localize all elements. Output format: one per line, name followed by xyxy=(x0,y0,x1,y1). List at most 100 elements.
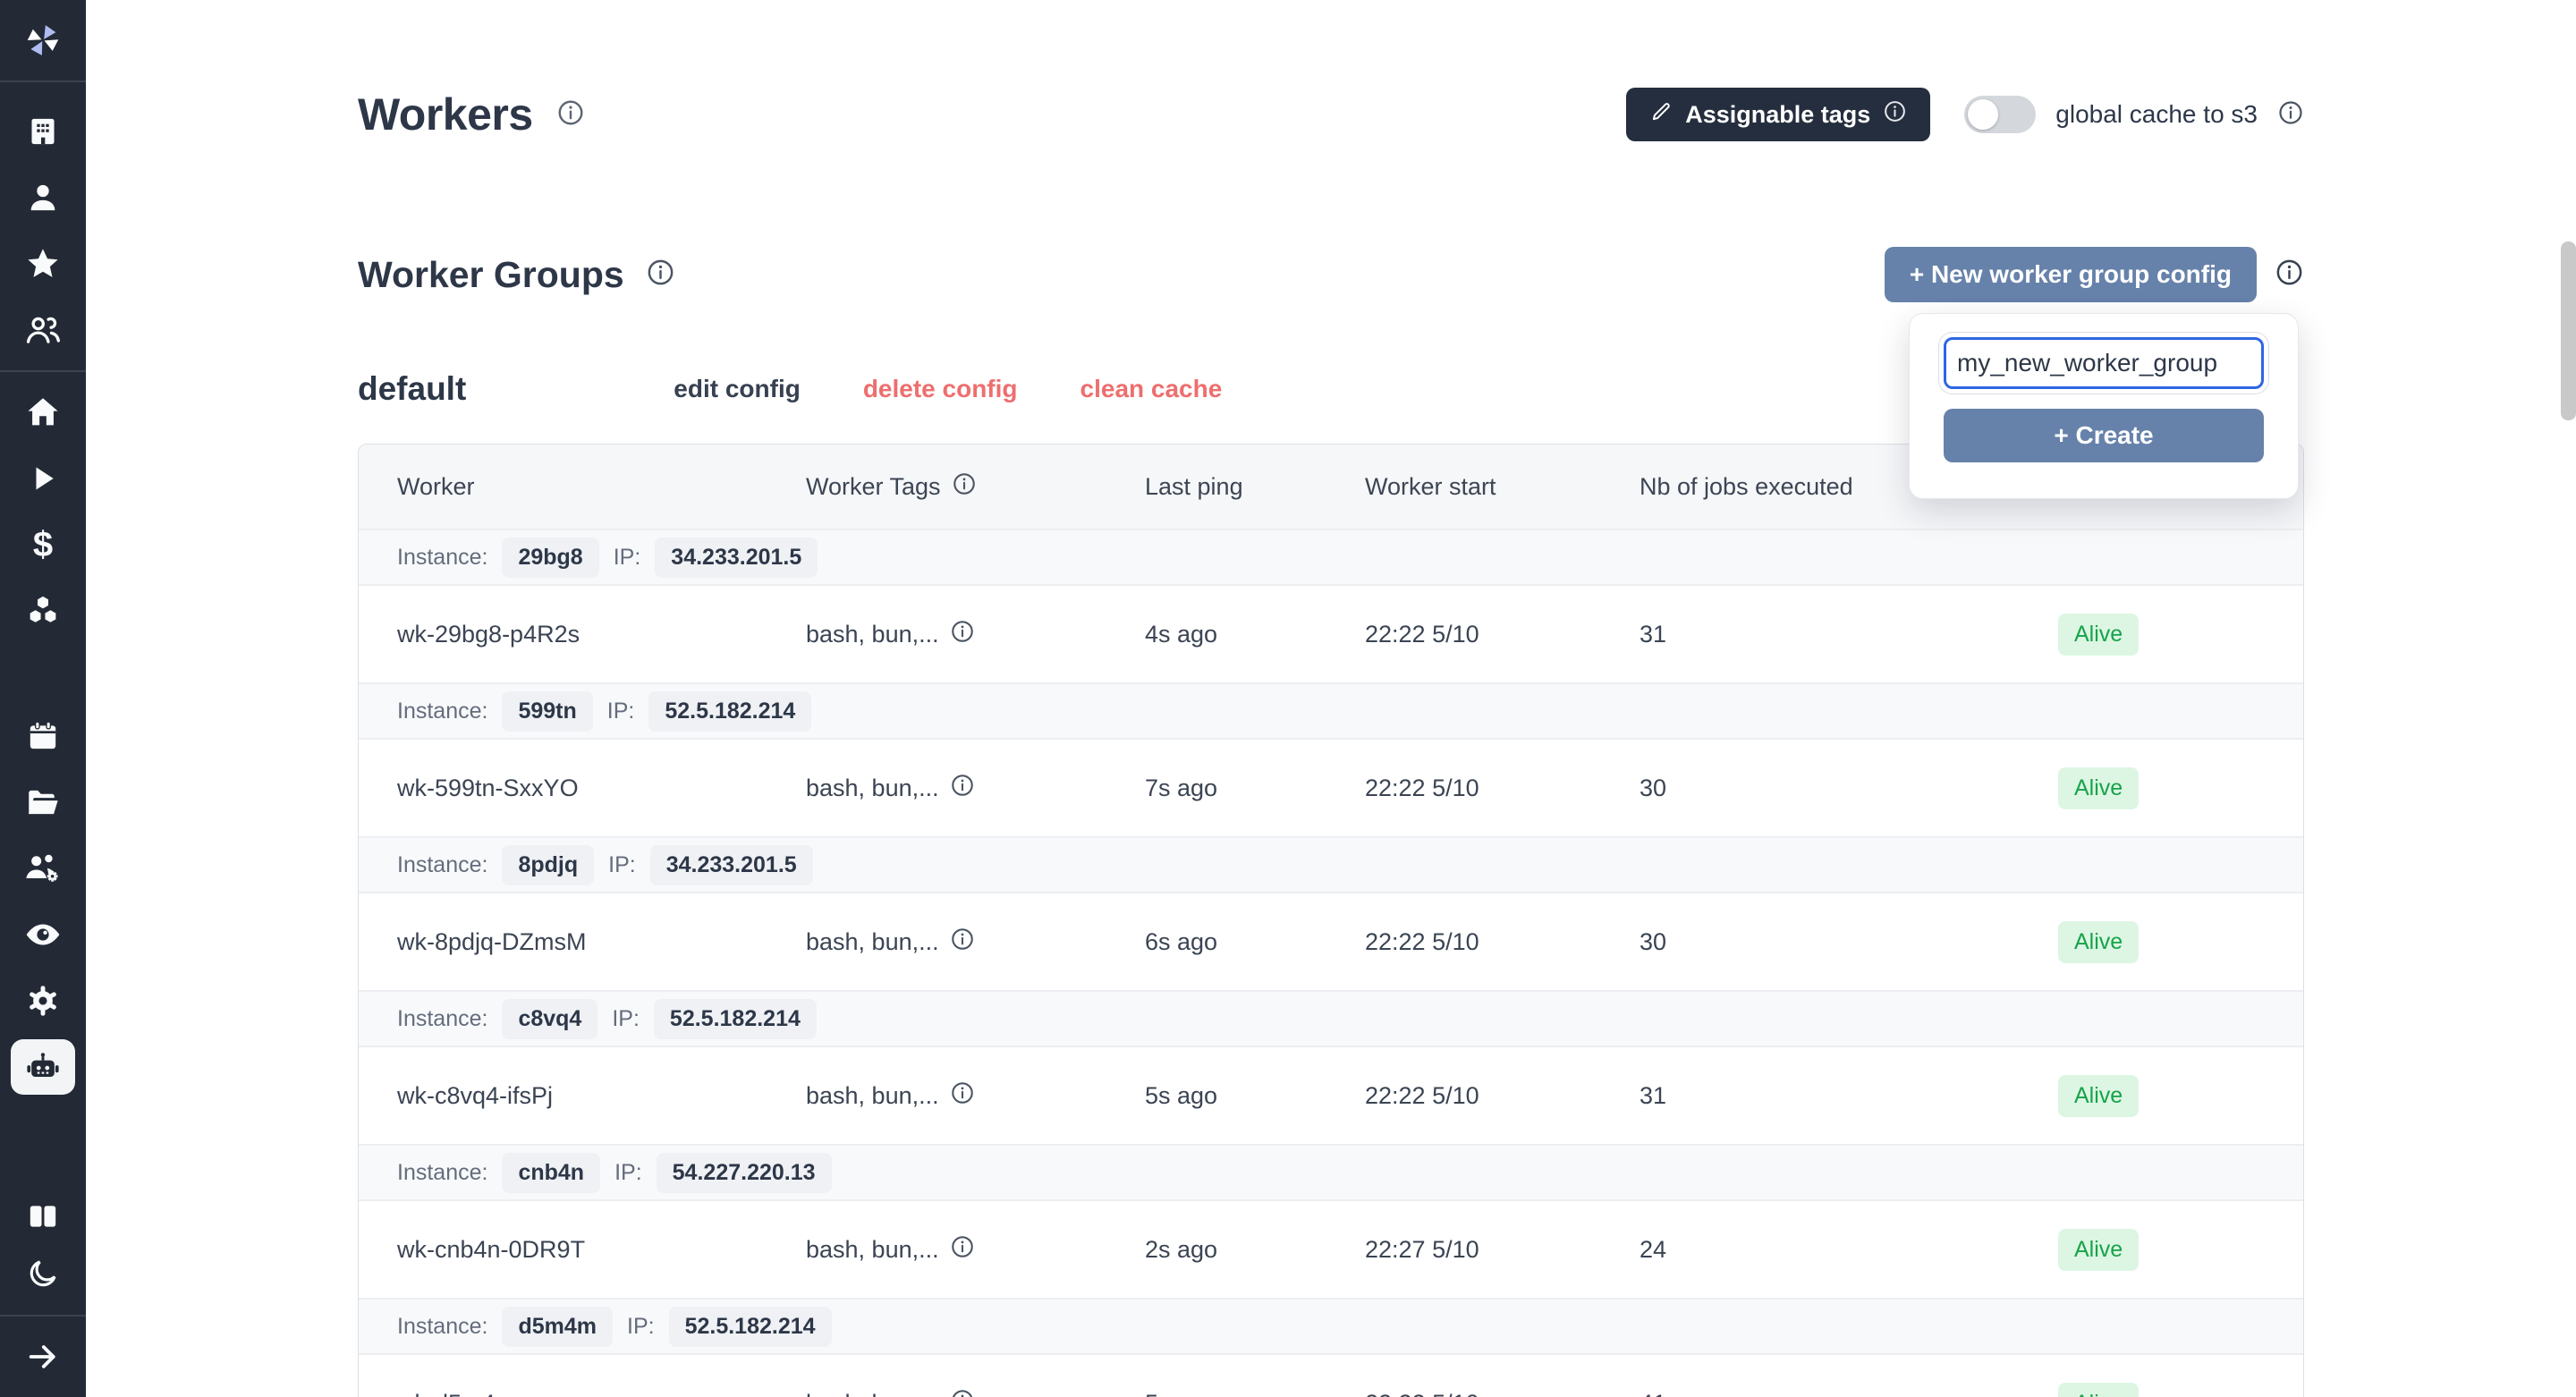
sidebar: $ xyxy=(0,0,86,1397)
instance-ip-badge: 54.227.220.13 xyxy=(656,1152,832,1193)
worker-tags: bash, bun,... xyxy=(806,1235,939,1263)
workspace-icon xyxy=(25,114,61,149)
instance-row: Instance: 599tn IP: 52.5.182.214 xyxy=(359,682,2303,740)
delete-config-link[interactable]: delete config xyxy=(862,375,1018,402)
status-badge: Alive xyxy=(2058,1228,2140,1271)
sidebar-item-user[interactable] xyxy=(11,170,75,225)
sidebar-item-variables[interactable]: $ xyxy=(11,517,75,572)
instance-id-badge: 599tn xyxy=(502,690,593,732)
assignable-tags-info-icon[interactable] xyxy=(1883,99,1907,130)
home-icon xyxy=(24,394,62,431)
status-badge: Alive xyxy=(2058,766,2140,809)
status-badge: Alive xyxy=(2058,920,2140,963)
sidebar-item-docs[interactable] xyxy=(11,1193,75,1240)
worker-start: 22:22 5/10 xyxy=(1365,620,1479,648)
star-icon xyxy=(24,245,62,283)
column-header-jobs: Nb of jobs executed xyxy=(1640,472,1853,500)
user-group-gear-icon xyxy=(23,849,63,888)
instance-ip-badge: 34.233.201.5 xyxy=(655,537,818,578)
main-content: Workers Assignable tags xyxy=(86,0,2576,1397)
edit-config-link[interactable]: edit config xyxy=(674,375,801,402)
assignable-tags-button[interactable]: Assignable tags xyxy=(1626,88,1931,141)
worker-name: wk-d5m4m- xyxy=(397,1390,806,1397)
worker-start: 22:22 5/10 xyxy=(1365,927,1479,955)
cubes-icon xyxy=(24,592,62,630)
robot-icon xyxy=(23,1047,63,1087)
sidebar-item-folders[interactable] xyxy=(11,775,75,830)
tags-info-icon[interactable] xyxy=(950,1080,975,1112)
worker-tags: bash, bun,... xyxy=(806,1081,939,1109)
user-icon xyxy=(25,180,61,216)
windmill-logo[interactable] xyxy=(0,0,86,82)
tags-info-icon[interactable] xyxy=(950,773,975,804)
toggle-knob xyxy=(1968,99,1999,130)
new-worker-group-config-button[interactable]: + New worker group config xyxy=(1884,247,2257,302)
worker-row: wk-599tn-SxxYO bash, bun,... 7s ago 22:2… xyxy=(359,740,2303,836)
instance-id-badge: 8pdjq xyxy=(502,844,595,885)
worker-row: wk-8pdjq-DZmsM bash, bun,... 6s ago 22:2… xyxy=(359,893,2303,990)
last-ping: 7s ago xyxy=(1145,774,1218,801)
worker-start: 22:27 5/10 xyxy=(1365,1235,1479,1263)
tags-info-icon[interactable] xyxy=(950,1388,975,1397)
instance-row: Instance: cnb4n IP: 54.227.220.13 xyxy=(359,1144,2303,1201)
worker-name: wk-29bg8-p4R2s xyxy=(397,620,580,648)
tags-info-icon[interactable] xyxy=(950,1234,975,1266)
last-ping: 5s ago xyxy=(1145,1390,1365,1397)
jobs-executed: 30 xyxy=(1640,927,1667,955)
gear-icon xyxy=(24,982,62,1020)
column-header-worker-start: Worker start xyxy=(1365,472,1496,500)
sidebar-item-groups[interactable] xyxy=(11,841,75,896)
sidebar-item-favorites[interactable] xyxy=(11,236,75,292)
sidebar-item-audit[interactable] xyxy=(11,907,75,962)
new-worker-group-info-icon[interactable] xyxy=(2275,258,2304,292)
book-icon xyxy=(25,1198,61,1234)
tags-info-icon[interactable] xyxy=(950,927,975,958)
create-worker-group-button[interactable]: + Create xyxy=(1944,409,2264,462)
ip-label: IP: xyxy=(613,544,641,570)
calendar-icon xyxy=(25,718,61,754)
worker-name: wk-cnb4n-0DR9T xyxy=(397,1235,586,1263)
tags-info-icon[interactable] xyxy=(950,619,975,650)
worker-tags-info-icon[interactable] xyxy=(952,471,977,503)
dollar-icon: $ xyxy=(32,525,54,564)
sidebar-item-schedules[interactable] xyxy=(11,708,75,764)
worker-tags: bash, bun,... xyxy=(806,927,939,955)
sidebar-expand-button[interactable] xyxy=(11,1329,75,1384)
column-header-worker-tags: Worker Tags xyxy=(806,471,1145,503)
worker-groups-info-icon[interactable] xyxy=(646,254,675,296)
clean-cache-link[interactable]: clean cache xyxy=(1080,375,1223,402)
workers-info-icon[interactable] xyxy=(556,98,585,131)
new-worker-group-name-input[interactable] xyxy=(1944,337,2264,389)
worker-tags: bash, bun,... xyxy=(806,620,939,648)
column-header-worker: Worker xyxy=(397,472,475,500)
worker-row: wk-d5m4m- bash, bun,... 5s ago 22:22 5/1… xyxy=(359,1355,2303,1397)
sidebar-item-workers[interactable] xyxy=(11,1039,75,1095)
vertical-scrollbar[interactable] xyxy=(2561,241,2576,420)
worker-start: 22:22 5/10 xyxy=(1365,774,1479,801)
sidebar-item-dark-mode[interactable] xyxy=(11,1250,75,1297)
instance-row: Instance: 8pdjq IP: 34.233.201.5 xyxy=(359,836,2303,893)
status-badge: Alive xyxy=(2058,1382,2140,1397)
jobs-executed: 24 xyxy=(1640,1235,1667,1263)
instance-ip-badge: 34.233.201.5 xyxy=(649,844,813,885)
instance-label: Instance: xyxy=(397,544,488,570)
sidebar-item-home[interactable] xyxy=(11,385,75,440)
global-cache-toggle[interactable] xyxy=(1964,96,2037,133)
worker-name: wk-599tn-SxxYO xyxy=(397,774,579,801)
status-badge: Alive xyxy=(2058,1074,2140,1117)
worker-groups-title: Worker Groups xyxy=(358,253,624,295)
instance-ip-badge: 52.5.182.214 xyxy=(648,690,812,732)
worker-name: wk-8pdjq-DZmsM xyxy=(397,927,587,955)
sidebar-item-people[interactable] xyxy=(11,302,75,358)
global-cache-label: global cache to s3 xyxy=(2055,100,2258,128)
jobs-executed: 31 xyxy=(1640,1081,1667,1109)
sidebar-item-resources[interactable] xyxy=(11,583,75,639)
sidebar-item-workspace[interactable] xyxy=(11,104,75,159)
arrow-right-icon xyxy=(25,1339,61,1375)
eye-icon xyxy=(23,915,63,954)
worker-name: wk-c8vq4-ifsPj xyxy=(397,1081,554,1109)
global-cache-info-icon[interactable] xyxy=(2277,99,2304,131)
sidebar-item-runs[interactable] xyxy=(11,451,75,506)
worker-row: wk-cnb4n-0DR9T bash, bun,... 2s ago 22:2… xyxy=(359,1201,2303,1298)
sidebar-item-settings[interactable] xyxy=(11,973,75,1029)
